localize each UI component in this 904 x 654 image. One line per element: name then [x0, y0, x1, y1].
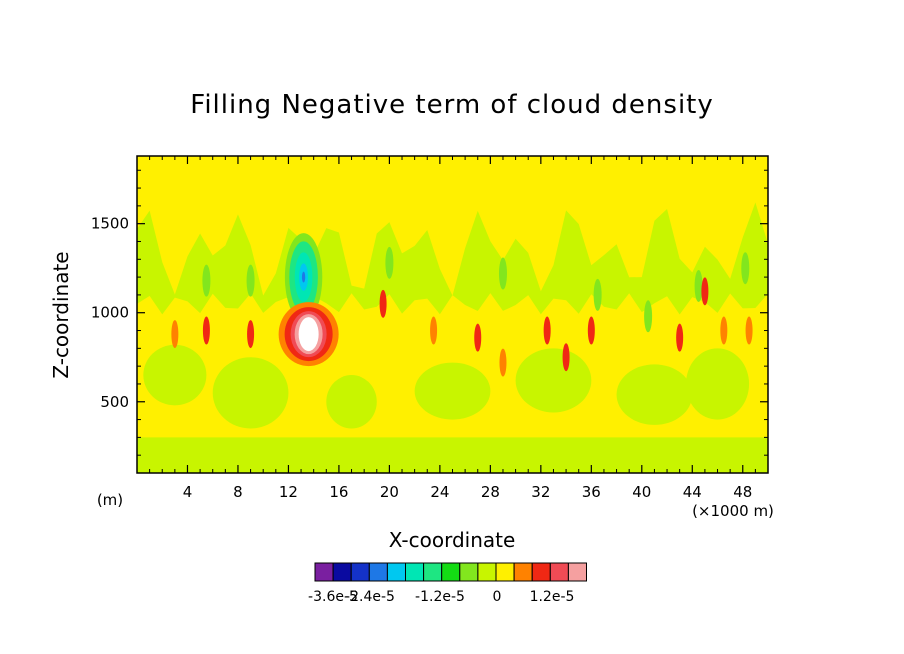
colorbar — [314, 562, 588, 582]
field-streak-red — [745, 316, 753, 345]
x-tick-label: 24 — [430, 483, 449, 501]
y-tick-label: 500 — [100, 393, 129, 411]
x-axis: 4 8 12 16 20 24 28 32 36 40 44 48 — [149, 156, 756, 501]
field-streak-red — [701, 277, 709, 306]
field-patch — [414, 362, 491, 420]
field-negative-core — [301, 271, 306, 283]
x-tick-label: 44 — [683, 483, 702, 501]
field-patch — [685, 348, 750, 420]
chart-title: Filling Negative term of cloud density — [190, 90, 714, 120]
field-band-low — [137, 437, 768, 473]
x-tick-label: 40 — [632, 483, 651, 501]
field-patch — [616, 364, 693, 425]
x-tick-label: 8 — [233, 483, 243, 501]
field-layer — [137, 202, 768, 473]
y-axis: 500 1000 1500 — [91, 169, 768, 456]
plot-background — [137, 156, 768, 473]
field-streak-green — [498, 257, 507, 290]
colorbar-swatch — [495, 562, 515, 582]
colorbar-swatch — [332, 562, 352, 582]
field-streak-red — [562, 343, 570, 372]
x-tick-label: 32 — [531, 483, 550, 501]
field-streak-green — [694, 270, 703, 303]
field-streak-green — [644, 300, 653, 333]
field-streak-red — [587, 316, 595, 345]
x-tick-label: 4 — [183, 483, 193, 501]
field-streak-green — [202, 264, 211, 297]
colorbar-label: 1.2e-5 — [530, 589, 575, 605]
y-tick-label: 1000 — [91, 304, 129, 322]
x-tick-label: 28 — [481, 483, 500, 501]
colorbar-swatch — [386, 562, 406, 582]
field-positive-core — [298, 317, 319, 352]
colorbar-swatch — [477, 562, 497, 582]
x-tick-label: 16 — [329, 483, 348, 501]
colorbar-label: -1.2e-5 — [415, 589, 465, 605]
x-tick-label: 12 — [279, 483, 298, 501]
colorbar-label: -3.6e-5 — [308, 589, 358, 605]
field-patch — [212, 357, 289, 429]
colorbar-swatch — [405, 562, 425, 582]
field-streak-red — [543, 316, 551, 345]
field-streak-red — [202, 316, 210, 345]
field-streak-green — [741, 252, 750, 285]
colorbar-swatch — [513, 562, 533, 582]
colorbar-swatch — [567, 562, 588, 582]
field-streak-red — [474, 323, 482, 352]
x-unit-label: (×1000 m) — [692, 502, 774, 520]
field-streak-red — [247, 320, 255, 349]
colorbar-label: -2.4e-5 — [345, 589, 395, 605]
plot-area — [137, 156, 768, 473]
colorbar-swatch — [549, 562, 569, 582]
field-patch — [326, 375, 377, 429]
colorbar-swatch — [350, 562, 370, 582]
field-streak-green — [385, 246, 394, 279]
field-streak-red — [171, 320, 179, 349]
field-patch — [143, 344, 207, 406]
colorbar-swatch — [423, 562, 443, 582]
colorbar-label: 0 — [493, 589, 502, 605]
x-tick-label: 48 — [733, 483, 752, 501]
x-tick-label: 20 — [380, 483, 399, 501]
field-patch — [515, 348, 592, 413]
y-axis-label: Z-coordinate — [49, 251, 73, 378]
field-streak-red — [379, 289, 387, 318]
field-streak-red — [676, 323, 684, 352]
x-tick-label: 36 — [582, 483, 601, 501]
field-streak-green — [593, 278, 602, 311]
field-streak-red — [499, 348, 507, 377]
colorbar-swatch — [441, 562, 461, 582]
x-axis-label: X-coordinate — [389, 528, 516, 552]
y-unit-label: (m) — [97, 491, 123, 509]
colorbar-swatch — [531, 562, 551, 582]
colorbar-labels: -3.6e-5-2.4e-5 -1.2e-5 0 1.2e-5 — [308, 589, 574, 605]
colorbar-swatch — [368, 562, 388, 582]
colorbar-swatch — [459, 562, 479, 582]
field-streak-green — [246, 264, 255, 297]
field-streak-red — [430, 316, 438, 345]
field-streak-red — [720, 316, 728, 345]
colorbar-swatch — [314, 562, 334, 582]
y-tick-label: 1500 — [91, 215, 129, 233]
